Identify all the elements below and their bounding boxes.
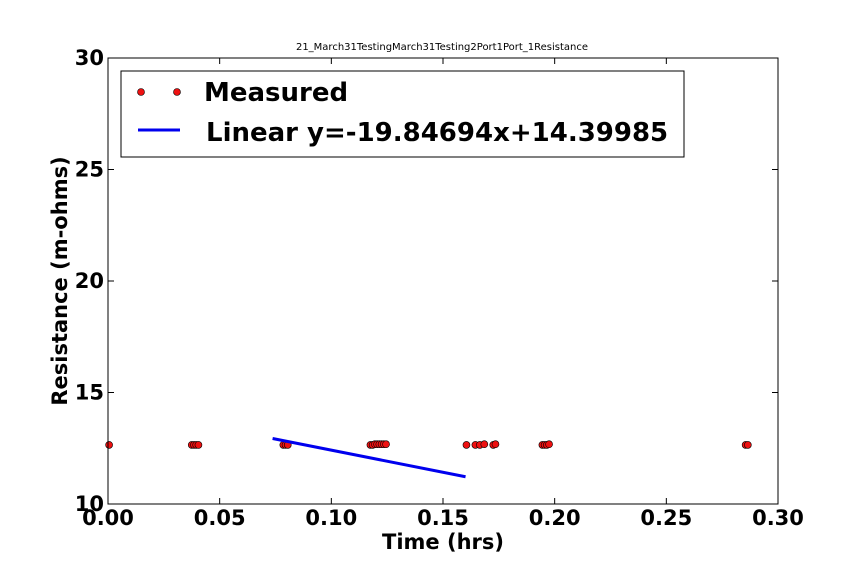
y-tick-label: 10 — [75, 492, 104, 516]
x-tick-label: 0.20 — [529, 506, 581, 530]
legend-marker-measured — [137, 88, 145, 96]
plot-area — [105, 437, 752, 479]
chart-title: 21_March31TestingMarch31Testing2Port1Por… — [296, 42, 588, 53]
legend-label-linear: Linear y=-19.84694x+14.39985 — [206, 118, 668, 148]
legend-frame — [120, 70, 685, 158]
x-tick-label: 0.25 — [640, 506, 692, 530]
data-point — [480, 440, 489, 449]
legend-label-measured: Measured — [204, 78, 348, 108]
y-axis: 10 15 20 25 30 — [75, 46, 778, 516]
y-tick-label: 25 — [75, 158, 104, 182]
x-tick-label: 0.15 — [417, 506, 469, 530]
x-axis-title: Time (hrs) — [382, 530, 504, 554]
y-tick-label: 30 — [75, 46, 104, 70]
x-tick-label: 0.05 — [194, 506, 246, 530]
legend: Measured Linear y=-19.84694x+14.39985 — [120, 70, 685, 158]
data-point — [462, 441, 471, 449]
y-tick-label: 20 — [75, 269, 104, 293]
legend-marker-measured — [173, 88, 181, 96]
data-point — [194, 441, 203, 449]
x-axis: 0.00 0.05 0.10 0.15 0.20 0.25 0.30 — [82, 58, 804, 530]
data-point — [545, 440, 553, 449]
data-point — [382, 440, 390, 449]
y-axis-title: Resistance (m-ohms) — [48, 156, 72, 405]
x-tick-label: 0.30 — [752, 506, 804, 530]
x-tick-label: 0.00 — [82, 506, 134, 530]
y-tick-label: 15 — [75, 381, 104, 405]
x-tick-label: 0.10 — [305, 506, 357, 530]
data-point — [491, 440, 500, 449]
data-point — [105, 441, 113, 449]
fit-line — [272, 437, 466, 479]
data-point — [744, 441, 752, 449]
